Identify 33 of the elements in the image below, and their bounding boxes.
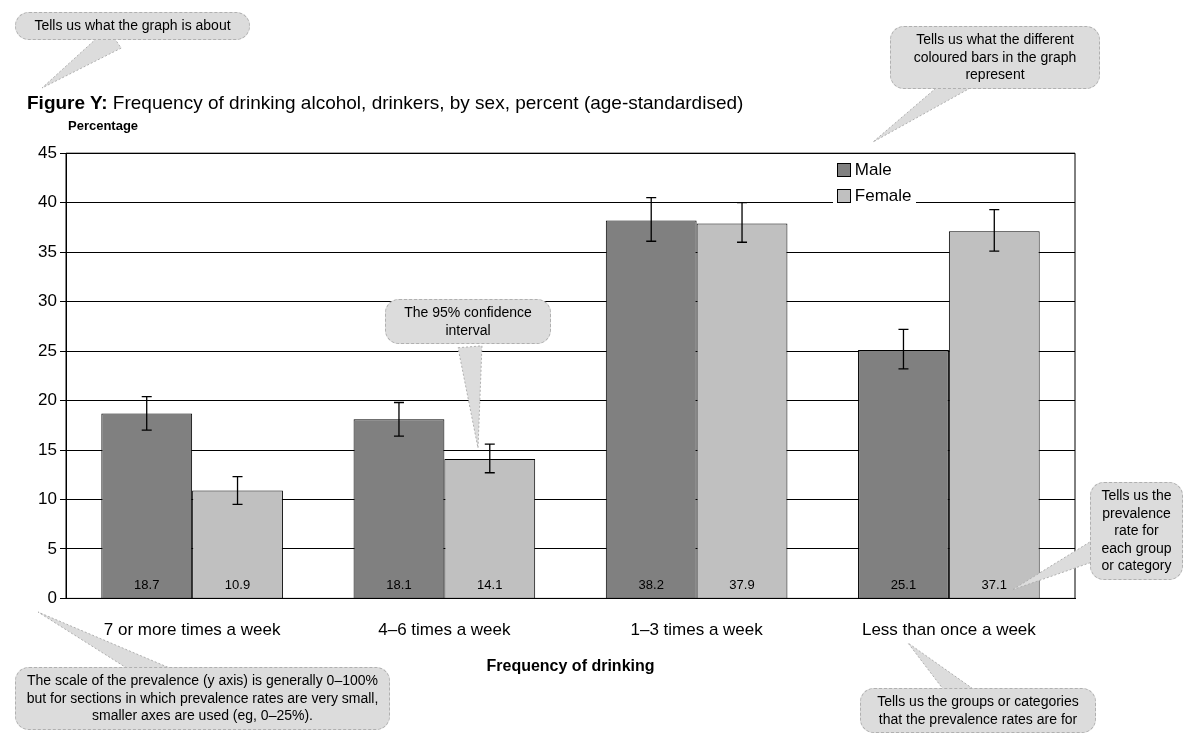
y-tick-label: 40 <box>38 192 57 212</box>
y-tick-label: 5 <box>47 538 57 558</box>
y-tick-label: 45 <box>38 142 57 162</box>
data-label: 38.2 <box>638 577 664 593</box>
y-tick-label: 30 <box>38 291 57 311</box>
data-label: 18.1 <box>386 577 412 593</box>
legend-label: Female <box>854 186 912 207</box>
text: The scale of the prevalence (y axis) is generally 0–100% but for sections in which prevalence rates are very small, smaller axes are used (eg, 0–25%). <box>15 667 390 730</box>
data-label: 37.1 <box>981 577 1007 593</box>
y-axis-title: Percentage <box>68 118 139 133</box>
legend-label: Male <box>854 160 892 181</box>
annotation: The 95% confidence interval <box>385 299 551 344</box>
x-tick-label: 1–3 times a week <box>630 620 764 640</box>
y-tick-label: 10 <box>38 489 57 509</box>
data-label: 10.9 <box>224 577 251 593</box>
y-tick-label: 35 <box>38 241 57 261</box>
text: Tells us what the different coloured bars in the graph represent <box>890 26 1100 89</box>
text: Tells us the prevalence rate for each group or category <box>1090 482 1183 580</box>
y-tick-label: 15 <box>38 439 57 459</box>
x-tick-label: 4–6 times a week <box>378 620 512 640</box>
data-label: 37.9 <box>729 577 755 593</box>
x-tick-label: Less than once a week <box>861 620 1037 640</box>
y-tick-label: 25 <box>38 340 57 360</box>
text: Tells us the groups or categories that the prevalence rates are for <box>860 688 1096 733</box>
data-label: 14.1 <box>477 577 503 593</box>
x-axis-title: Frequency of drinking <box>486 656 655 674</box>
y-tick-label: 0 <box>47 588 57 608</box>
data-label: 25.1 <box>890 577 917 593</box>
x-tick-label: 7 or more times a week <box>103 620 281 640</box>
y-tick-label: 20 <box>38 390 57 410</box>
text: Tells us what the graph is about <box>15 12 250 40</box>
chart-title: Figure Y: Frequency of drinking alcohol, drinkers, by sex, percent (age-standardised) <box>27 92 744 114</box>
data-label: 18.7 <box>134 577 160 593</box>
